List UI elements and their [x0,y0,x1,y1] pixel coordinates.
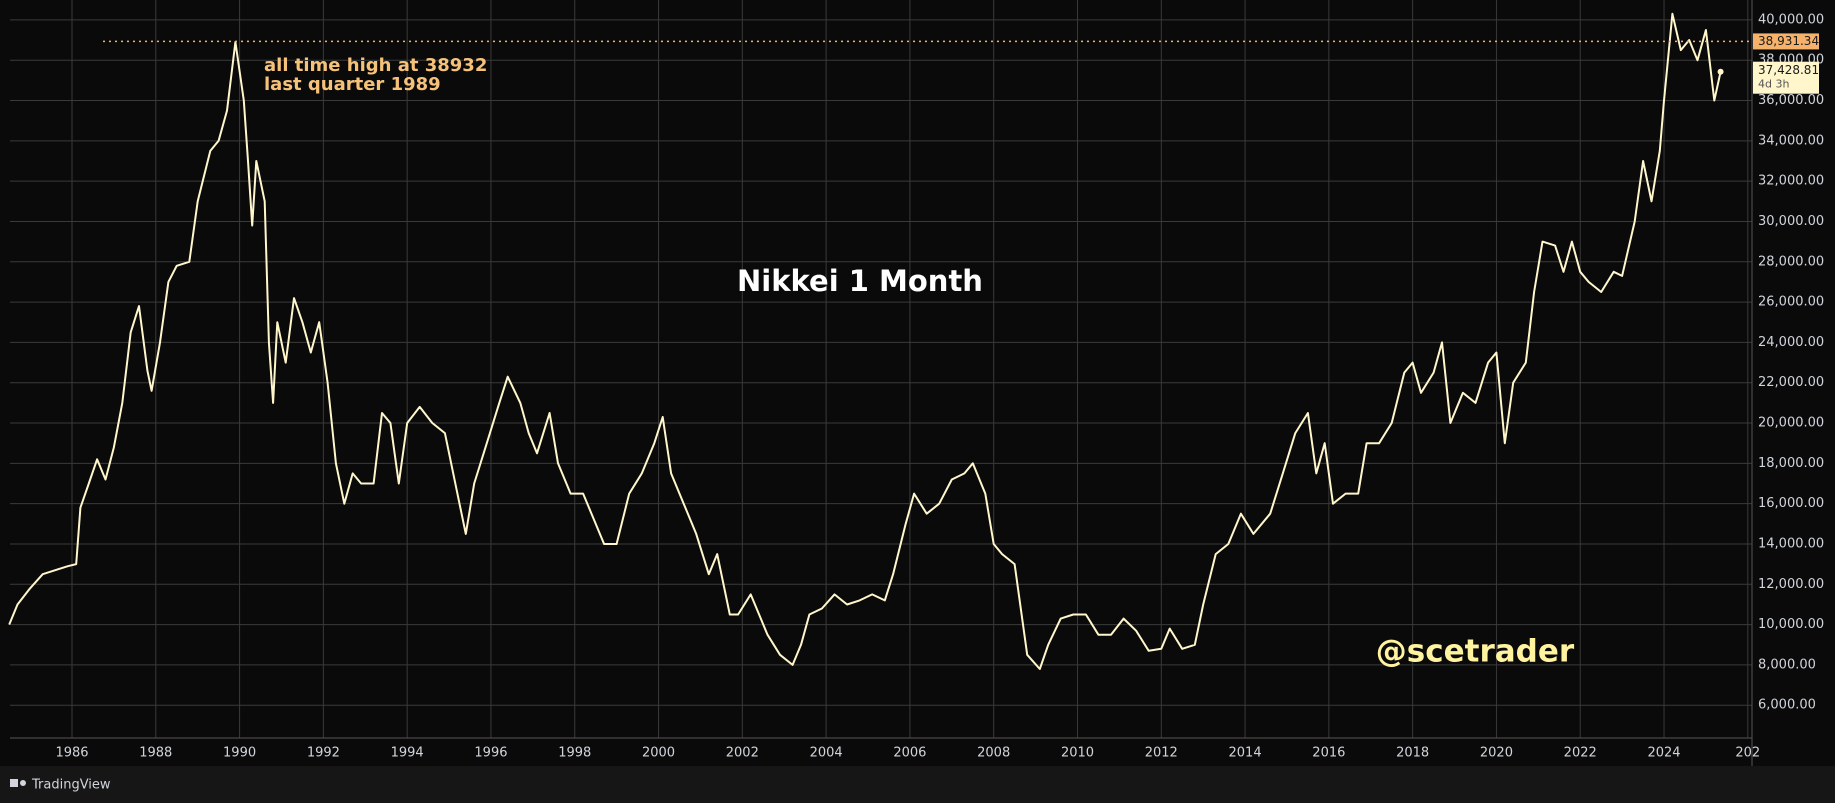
y-tick-label: 32,000.00 [1758,174,1824,189]
x-tick-label: 1990 [223,746,256,761]
x-tick-label: 2002 [726,746,759,761]
x-tick-label: 2010 [1061,746,1094,761]
countdown-label: 4d 3h [1758,78,1789,91]
marks [8,12,1752,670]
y-tick-label: 36,000.00 [1758,93,1824,108]
y-tick-label: 20,000.00 [1758,416,1824,431]
y-tick-label: 40,000.00 [1758,12,1824,27]
price-line [8,12,1722,670]
y-tick-label: 8,000.00 [1758,657,1816,672]
x-tick-label: 1998 [558,746,591,761]
annotation: all time high at 38932 [264,55,487,76]
x-tick-label: 2020 [1480,746,1513,761]
x-tick-label: 2006 [893,746,926,761]
brand-logo [10,779,26,787]
y-tick-label: 16,000.00 [1758,496,1824,511]
y-tick-label: 18,000.00 [1758,456,1824,471]
x-tick-label: 2016 [1312,746,1345,761]
chart-title: Nikkei 1 Month [737,264,983,298]
y-tick-label: 34,000.00 [1758,133,1824,148]
x-tick-label: 202 [1735,746,1760,761]
last-point [1717,68,1724,75]
x-tick-label: 1986 [55,746,88,761]
last-label-box [1753,61,1819,94]
y-tick-label: 12,000.00 [1758,577,1824,592]
ath-label: 38,931.34 [1758,34,1819,48]
y-tick-label: 6,000.00 [1758,698,1816,713]
brand: TradingView [31,778,111,793]
y-tick-label: 24,000.00 [1758,335,1824,350]
x-tick-label: 2014 [1229,746,1262,761]
x-tick-label: 2000 [642,746,675,761]
y-tick-label: 10,000.00 [1758,617,1824,632]
footer-bar [0,766,1835,803]
x-tick-label: 2012 [1145,746,1178,761]
last-label: 37,428.81 [1758,63,1819,77]
ath-label-box [1753,33,1819,50]
annotation: last quarter 1989 [264,74,441,95]
y-tick-label: 30,000.00 [1758,214,1824,229]
x-tick-label: 1992 [307,746,340,761]
x-tick-label: 2004 [810,746,843,761]
x-tick-label: 2008 [977,746,1010,761]
x-tick-label: 2022 [1564,746,1597,761]
y-tick-label: 14,000.00 [1758,536,1824,551]
x-tick-label: 1988 [139,746,172,761]
y-tick-label: 28,000.00 [1758,254,1824,269]
x-tick-label: 1996 [474,746,507,761]
y-tick-label: 26,000.00 [1758,295,1824,310]
watermark: @scetrader [1376,634,1575,670]
y-tick-label: 22,000.00 [1758,375,1824,390]
x-tick-label: 2018 [1396,746,1429,761]
x-tick-label: 2024 [1647,746,1680,761]
grid [10,0,1752,738]
x-tick-label: 1994 [391,746,424,761]
